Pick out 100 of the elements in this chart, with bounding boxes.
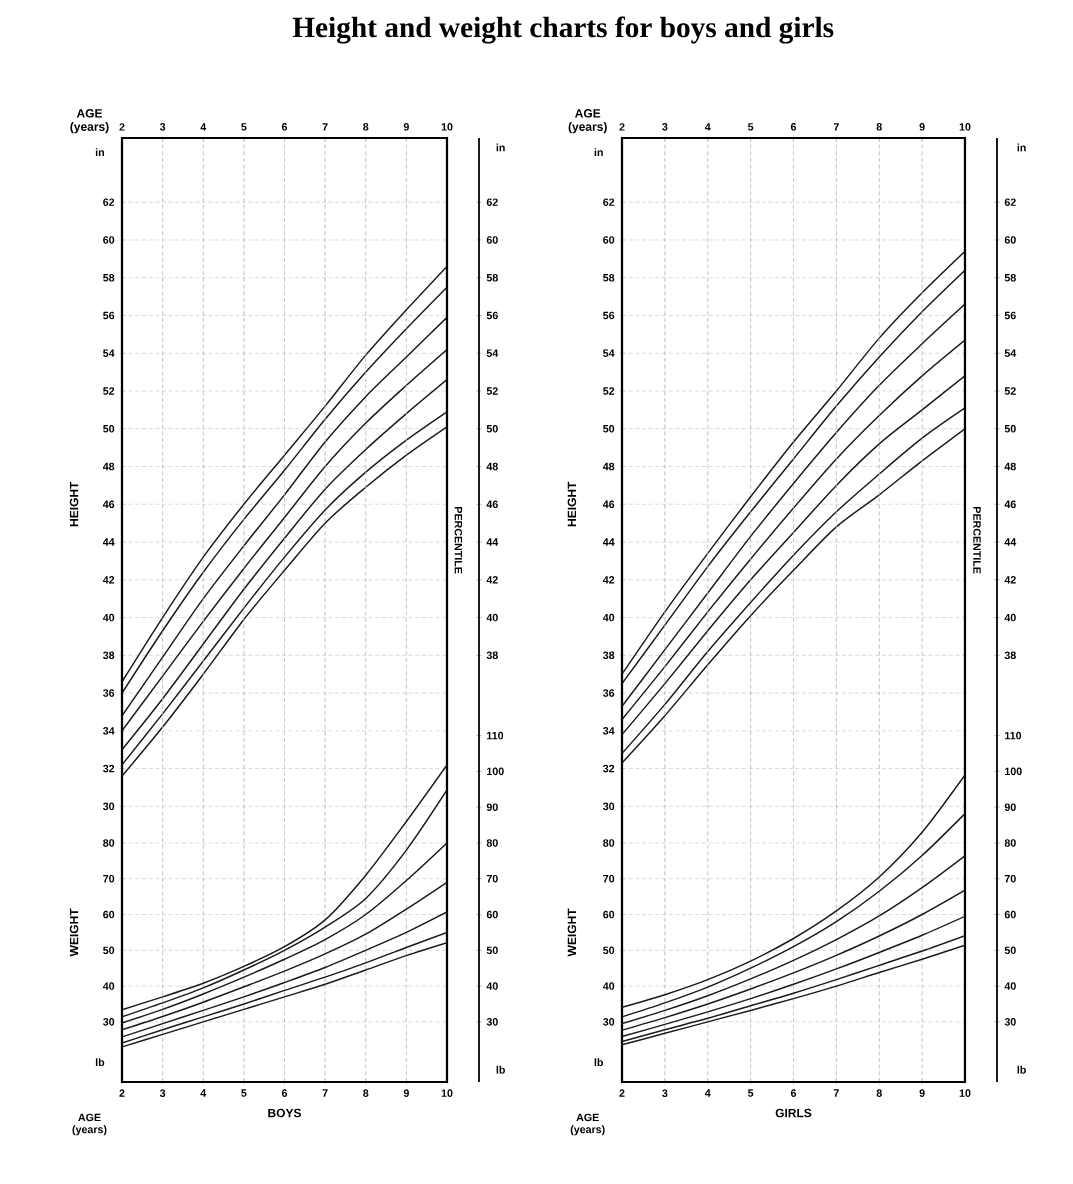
y-tick-label: 60 — [103, 910, 115, 919]
x2-tick-label: 8 — [876, 123, 882, 131]
y-tick-label: 50 — [603, 946, 615, 955]
y2-tick-label: 42 — [1004, 576, 1016, 584]
y-tick-label: 50 — [103, 946, 115, 955]
x2-tick-label: 10 — [441, 123, 453, 131]
y2-tick-label: 50 — [486, 946, 498, 955]
y2-tick-label: 50 — [1004, 946, 1016, 955]
x2-tick-label: 6 — [281, 123, 288, 131]
text: PERCENTILE — [454, 507, 463, 574]
x2-axis-title: AGE (years) — [70, 109, 109, 134]
y-tick-label: 54 — [603, 349, 615, 357]
x2-tick-label: 2 — [619, 123, 625, 131]
y2-tick-label: 54 — [1004, 349, 1017, 357]
y-tick-label: 30 — [603, 802, 615, 811]
text: AGE (years) — [72, 1113, 107, 1136]
y-tick-label: 48 — [102, 462, 115, 471]
x-tick-label: 8 — [363, 1089, 369, 1097]
line-series — [122, 881, 447, 1031]
x-tick-label: 10 — [441, 1089, 453, 1097]
x-tick-label: 3 — [662, 1089, 668, 1097]
y-tick-label: 36 — [603, 689, 615, 697]
x-tick-label: 8 — [876, 1089, 882, 1097]
x-tick-label: 2 — [619, 1089, 625, 1097]
y2-tick-label: 80 — [1004, 839, 1016, 847]
y2-tick-label: 42 — [486, 576, 498, 584]
y-tick-label: 48 — [602, 462, 615, 471]
x2-tick-label: 9 — [403, 123, 409, 131]
x-tick-label: 5 — [747, 1089, 754, 1097]
text: in — [95, 148, 104, 157]
y-tick-label: 54 — [103, 349, 115, 357]
y-tick-label: 32 — [103, 764, 115, 773]
x-axis-title: GIRLS — [775, 1108, 812, 1118]
y2-tick-label: 30 — [1004, 1018, 1016, 1026]
y2-tick-label: 46 — [486, 500, 498, 509]
line-series — [622, 812, 965, 1018]
y-tick-label: 52 — [603, 387, 615, 395]
x2-axis-title: AGE (years) — [568, 109, 607, 134]
y2-tick-label: 100 — [487, 767, 504, 776]
y-tick-label: 36 — [103, 689, 115, 697]
y-tick-label: 40 — [602, 982, 615, 990]
y-tick-label: 42 — [102, 576, 115, 584]
y2-tick-label: 90 — [486, 803, 498, 811]
y2-tick-label: 60 — [486, 236, 498, 244]
y-axis-title: HEIGHT — [567, 481, 577, 527]
x-axis-title: BOYS — [268, 1108, 302, 1118]
y-tick-label: 60 — [103, 236, 115, 244]
y-tick-label: 50 — [103, 424, 115, 433]
x2-tick-label: 10 — [959, 123, 971, 131]
y-tick-label: 62 — [103, 198, 115, 206]
y-tick-label: 60 — [603, 910, 615, 919]
y-tick-label: 80 — [103, 839, 115, 847]
y2-tick-label: 60 — [1004, 236, 1016, 244]
y-tick-label: 70 — [103, 874, 115, 883]
y-tick-label: 46 — [602, 500, 615, 509]
y2-tick-label: 58 — [486, 273, 498, 282]
y2-tick-label: 54 — [486, 349, 499, 357]
text: lb — [594, 1058, 603, 1067]
text: lb — [496, 1065, 505, 1074]
y2-tick-label: 48 — [486, 462, 498, 471]
y-tick-label: 50 — [603, 424, 615, 433]
y2-tick-label: 90 — [1004, 803, 1016, 811]
y-tick-label: 62 — [603, 198, 615, 206]
text: Height and weight charts for boys and girls — [292, 16, 834, 44]
y2-tick-label: 58 — [1004, 273, 1016, 282]
y2-tick-label: 56 — [1004, 311, 1016, 320]
y-tick-label: 42 — [602, 576, 615, 584]
y-tick-label: 60 — [603, 236, 615, 244]
x-tick-label: 3 — [159, 1089, 166, 1097]
y2-tick-label: 52 — [486, 387, 498, 395]
y-tick-label: 58 — [603, 273, 615, 282]
y2-tick-label: 60 — [486, 910, 498, 919]
y2-tick-label: 48 — [1004, 462, 1016, 471]
y-tick-label: 56 — [103, 311, 115, 320]
y2-tick-label: 110 — [487, 731, 504, 740]
text: lb — [1017, 1065, 1026, 1074]
x-tick-label: 7 — [322, 1089, 328, 1097]
y2-tick-label: 70 — [1004, 874, 1016, 883]
y2-tick-label: 50 — [486, 424, 498, 433]
y-tick-label: 46 — [102, 500, 115, 509]
x-tick-label: 4 — [704, 1089, 711, 1097]
y-tick-label: 38 — [103, 651, 115, 660]
x2-tick-label: 3 — [662, 123, 668, 131]
y-tick-label: 70 — [603, 874, 615, 883]
y2-tick-label: 62 — [1004, 198, 1016, 206]
y-tick-label: 44 — [102, 538, 115, 546]
y2-tick-label: 70 — [486, 874, 498, 883]
y-tick-label: 80 — [603, 839, 615, 847]
y-tick-label: 44 — [602, 538, 615, 546]
text: lb — [95, 1058, 105, 1067]
text: AGE (years) — [570, 1113, 605, 1136]
x-tick-label: 4 — [200, 1089, 207, 1097]
y-axis-title: HEIGHT — [69, 481, 79, 527]
y2-tick-label: 110 — [1005, 731, 1022, 740]
y2-tick-label: 46 — [1004, 500, 1016, 509]
y-tick-label: 30 — [103, 1018, 115, 1026]
text: in — [1017, 143, 1026, 152]
x-tick-label: 6 — [790, 1089, 797, 1097]
line-series — [122, 911, 447, 1038]
text: PERCENTILE — [973, 507, 981, 574]
